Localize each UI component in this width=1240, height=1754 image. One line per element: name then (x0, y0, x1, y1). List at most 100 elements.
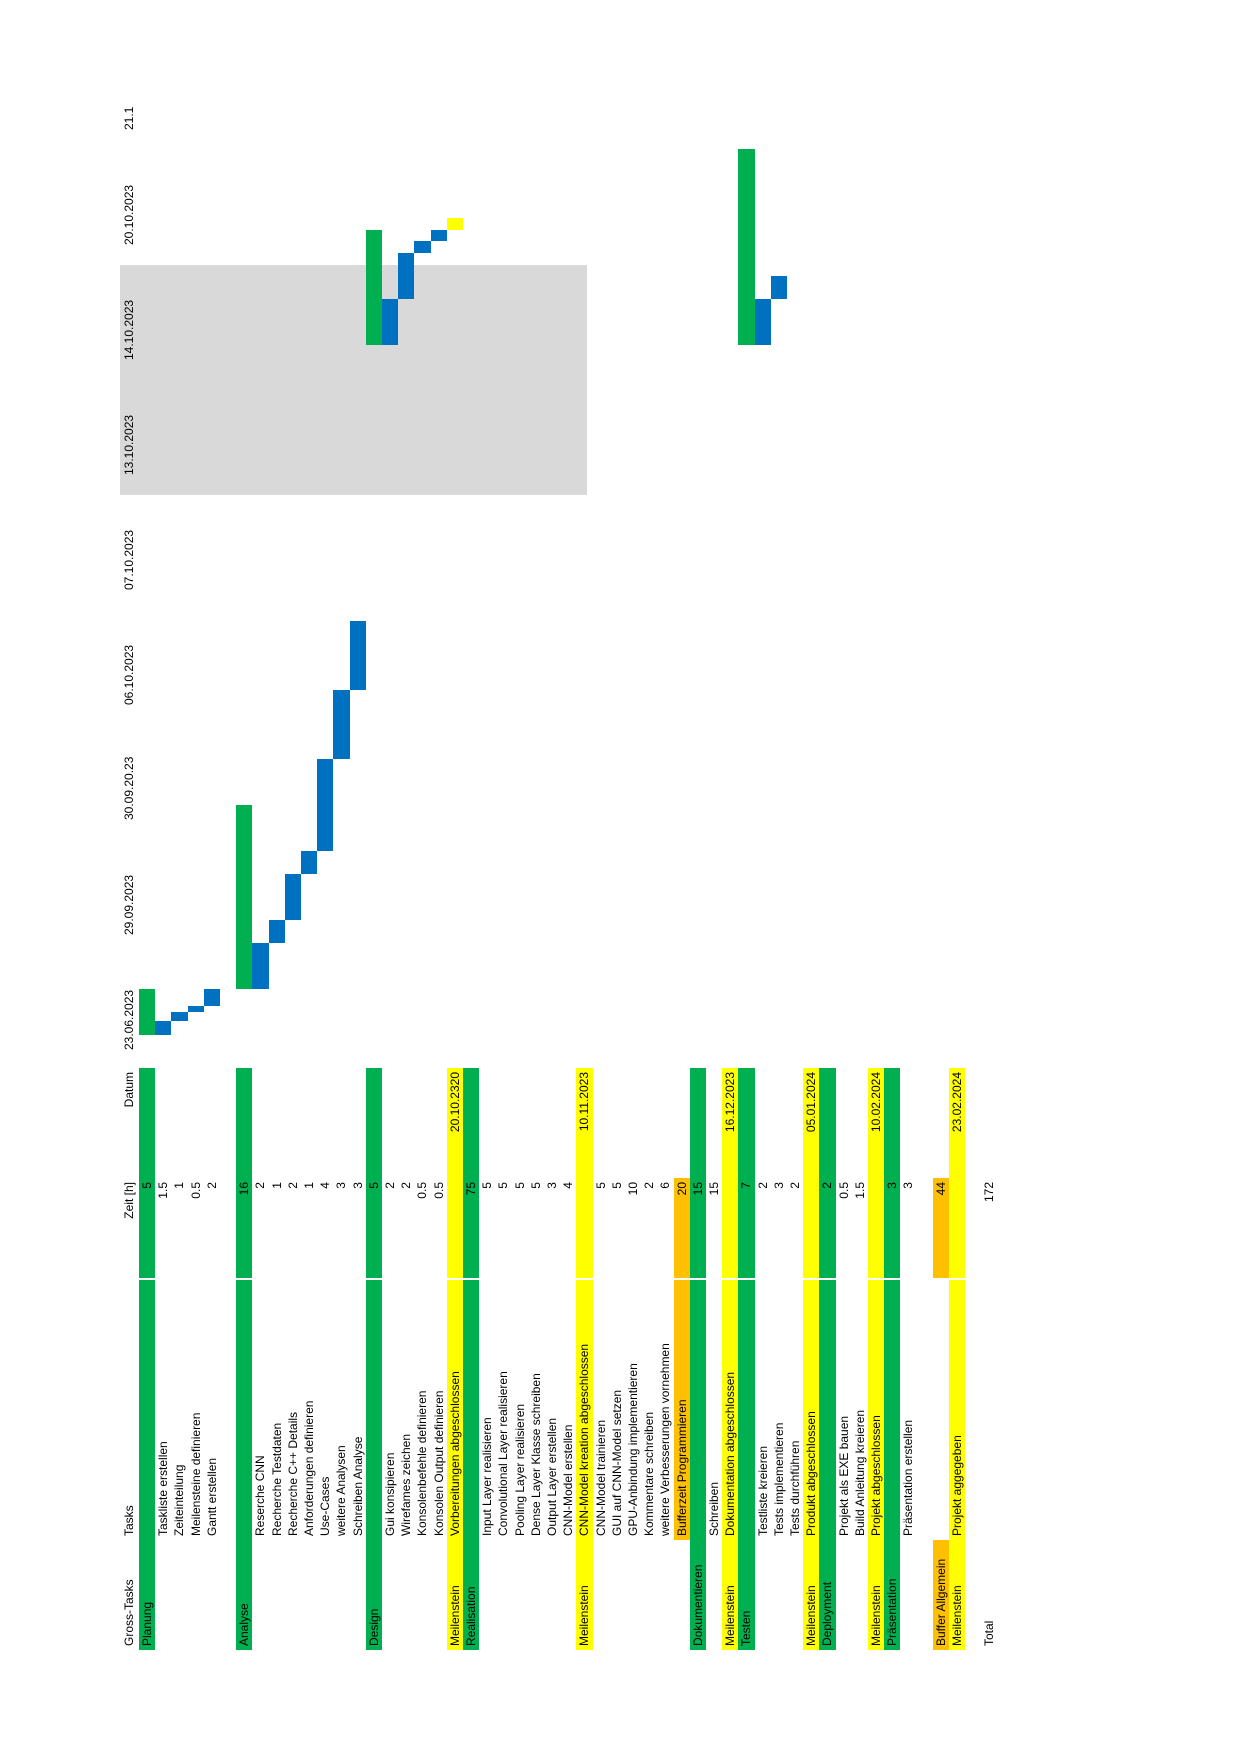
task-cell (689, 1280, 706, 1540)
gross-task-cell (706, 1540, 722, 1650)
zeit-cell (803, 1178, 820, 1278)
datum-cell (382, 1068, 398, 1178)
datum-cell (269, 1068, 285, 1178)
gross-task-cell: Total (982, 1620, 997, 1646)
gross-task-cell: Deployment (819, 1540, 836, 1650)
zeit-cell: 3 (884, 1178, 901, 1278)
task-cell: GPU-Anbindung implementieren (626, 1363, 640, 1536)
zeit-cell: 3 (334, 1182, 349, 1189)
gross-task-cell: Meilenstein (446, 1540, 463, 1650)
zeit-cell: 2 (819, 1178, 836, 1278)
task-cell (819, 1280, 836, 1540)
header-datum: Datum (122, 1072, 136, 1108)
gross-task-cell (512, 1540, 528, 1650)
table-row (917, 90, 933, 1650)
gross-task-cell: Design (365, 1540, 382, 1650)
zeit-cell: 3 (350, 1182, 365, 1189)
datum-cell (155, 1068, 171, 1178)
gantt-bar (317, 759, 334, 851)
datum-cell (738, 1068, 755, 1178)
datum-cell: 20.10.2320 (446, 1068, 463, 1178)
timeline-date-label: 29.09.2023 (122, 874, 136, 935)
gross-task-cell (204, 1540, 220, 1650)
zeit-cell: 1.5 (852, 1182, 867, 1199)
gantt-bar (738, 149, 755, 345)
table-row: Projekt als EXE bauen 0.5 (836, 90, 852, 1650)
gross-task-cell (301, 1540, 317, 1650)
gantt-bar (268, 920, 285, 943)
table-row: Total 172 (981, 90, 997, 1650)
zeit-cell: 75 (463, 1178, 480, 1278)
task-cell: Wirefames zeichen (399, 1433, 414, 1536)
task-cell: Projekt aggegeben (949, 1280, 966, 1540)
datum-cell (431, 1068, 447, 1178)
table-row: Meilenstein Produkt abgeschlossen 05.01.20… (803, 90, 820, 1650)
gantt-bar (382, 299, 399, 345)
datum-cell (819, 1068, 836, 1178)
gross-task-cell (350, 1540, 366, 1650)
gantt-bar (284, 874, 301, 920)
datum-cell (787, 1068, 803, 1178)
task-cell: Gantt erstellen (204, 1457, 219, 1536)
gantt-bar (171, 1012, 188, 1022)
zeit-cell: 0.5 (415, 1182, 430, 1199)
datum-cell (463, 1068, 480, 1178)
gross-task-cell: Meilenstein (803, 1540, 820, 1650)
datum-cell (933, 1068, 949, 1178)
datum-cell (852, 1068, 868, 1178)
gantt-bar (446, 218, 463, 230)
datum-cell: 05.01.2024 (803, 1068, 820, 1178)
gantt-bar (333, 690, 350, 759)
zeit-cell: 5 (593, 1182, 608, 1189)
task-cell: Kommentare schreiben (642, 1411, 657, 1536)
zeit-cell (722, 1178, 739, 1278)
task-cell: Präsentation erstellen (901, 1419, 916, 1536)
datum-cell (981, 1068, 997, 1178)
gross-task-cell (188, 1540, 204, 1650)
gross-task-cell (252, 1540, 268, 1650)
gantt-bar (252, 943, 269, 989)
datum-cell: 23.02.2024 (949, 1068, 966, 1178)
zeit-cell: 0.5 (836, 1182, 851, 1199)
zeit-cell: 1 (302, 1182, 316, 1189)
gantt-bar (236, 805, 253, 989)
zeit-cell: 10 (626, 1182, 640, 1196)
task-cell: Meilensteine definieren (188, 1412, 203, 1536)
task-cell: CNN-Model trainieren (593, 1419, 608, 1536)
datum-cell (560, 1068, 576, 1178)
table-row: Dokumentieren 15 (689, 90, 706, 1650)
gross-task-cell (560, 1540, 576, 1650)
datum-cell: 16.12.2023 (722, 1068, 739, 1178)
header-gross-tasks: Gross-Tasks (122, 1579, 136, 1646)
gross-task-cell (528, 1540, 544, 1650)
gross-task-cell (317, 1540, 333, 1650)
gross-task-cell (544, 1540, 560, 1650)
task-cell (981, 1280, 997, 1540)
zeit-cell: 0.5 (188, 1182, 203, 1199)
zeit-cell (446, 1178, 463, 1278)
gross-task-cell: Meilenstein (868, 1540, 885, 1650)
datum-cell (625, 1068, 641, 1178)
datum-cell (965, 1068, 981, 1178)
zeit-cell: 7 (738, 1178, 755, 1278)
zeit-cell (220, 1178, 236, 1278)
timeline-date-label: 14.10.2023 (122, 299, 136, 360)
task-cell: Gui konsipieren (383, 1452, 397, 1536)
task-cell: Schreiben Analyse (350, 1436, 365, 1536)
datum-cell (414, 1068, 430, 1178)
gross-task-cell: Realisation (463, 1540, 480, 1650)
zeit-cell: 16 (236, 1178, 253, 1278)
datum-cell (171, 1068, 187, 1178)
datum-cell (495, 1068, 511, 1178)
task-cell: Input Layer realisieren (480, 1417, 495, 1536)
zeit-cell: 2 (285, 1182, 300, 1189)
timeline-date-label: 07.10.2023 (122, 529, 136, 590)
table-row: Schreiben 15 (706, 90, 722, 1650)
task-cell: Tests implementieren (771, 1422, 786, 1536)
gantt-bar (414, 241, 431, 253)
gross-task-cell (609, 1540, 625, 1650)
gantt-bar (203, 989, 220, 1007)
table-row: CNN-Model trainieren 5 (593, 90, 609, 1650)
datum-cell (674, 1068, 690, 1178)
datum-cell (220, 1068, 236, 1178)
